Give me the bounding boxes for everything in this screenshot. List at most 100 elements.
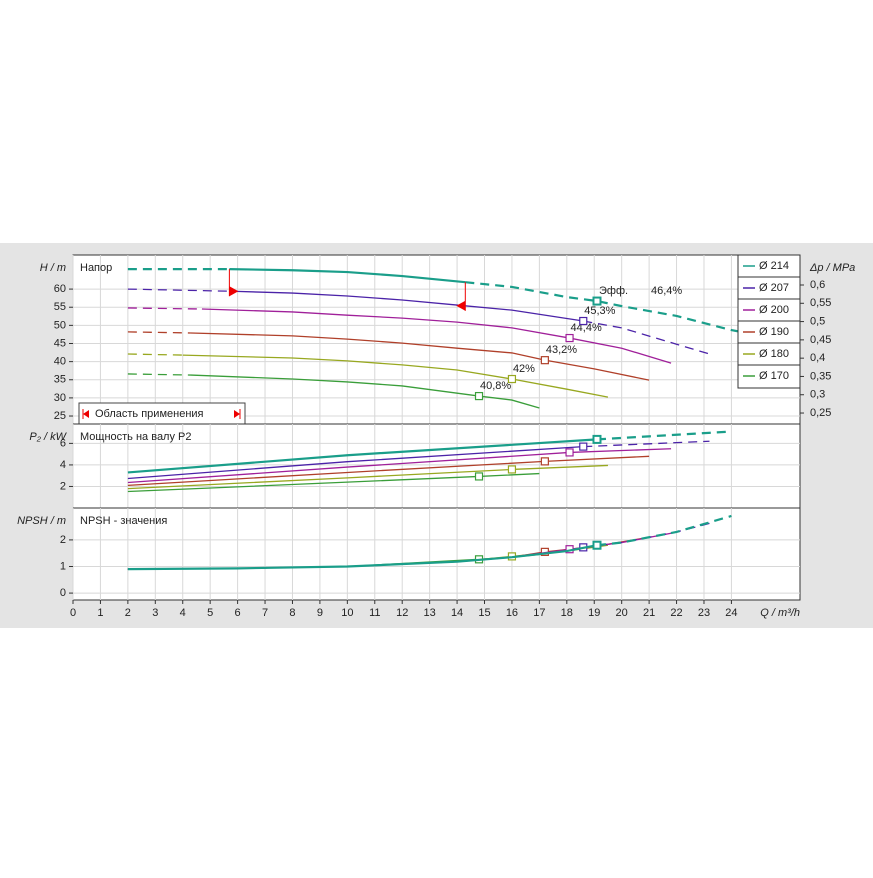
y2-tick-label: 0,6: [810, 279, 825, 291]
y-axis-label: NPSH / m: [17, 515, 66, 527]
duty-point: [540, 457, 549, 466]
x-tick-label: 21: [643, 607, 655, 619]
x-tick-label: 1: [97, 607, 103, 619]
range-arrow: [229, 286, 239, 297]
y2-tick-label: 0,35: [810, 370, 831, 382]
duty-point: [507, 374, 517, 384]
series-line: [127, 464, 608, 490]
y-axis-label: H / m: [40, 262, 66, 274]
x-tick-label: 5: [207, 607, 213, 619]
y-tick-label: 40: [54, 356, 66, 368]
duty-point: [507, 465, 517, 474]
series-line: [596, 514, 732, 547]
series-line: [127, 445, 584, 480]
series-line: [127, 472, 540, 493]
x-tick-label: 11: [369, 607, 380, 619]
duty-point: [592, 296, 602, 306]
x-tick-label: 0: [70, 607, 76, 619]
series-line: [127, 373, 191, 376]
series-line: [596, 430, 732, 441]
legend-label: Ø 214: [759, 260, 789, 272]
panel-title: NPSH - значения: [80, 515, 167, 527]
duty-point: [474, 391, 484, 401]
y-axis-label: P₂ / kW: [29, 431, 67, 443]
x-tick-label: 2: [125, 607, 131, 619]
efficiency-label: 46,4%: [651, 285, 682, 297]
x-tick-label: 15: [478, 607, 490, 619]
y2-tick-label: 0,55: [810, 297, 831, 309]
y-tick-label: 45: [54, 337, 66, 349]
duty-point: [540, 356, 549, 365]
y-tick-label: 4: [60, 459, 66, 471]
plot-area: [72, 254, 801, 601]
range-box-arrow: [234, 410, 240, 418]
series-line: [190, 374, 540, 409]
panel-title: Напор: [80, 262, 112, 274]
series-line: [127, 438, 598, 474]
series-line: [127, 353, 183, 356]
duty-point: [592, 540, 602, 550]
duty-point: [565, 333, 574, 343]
y-tick-label: 6: [60, 437, 66, 449]
y-tick-label: 1: [60, 560, 66, 572]
y-tick-label: 2: [60, 480, 66, 492]
x-tick-label: 22: [670, 607, 682, 619]
x-tick-label: 16: [506, 607, 518, 619]
range-box-arrow: [83, 410, 89, 418]
efficiency-label: 42%: [513, 363, 535, 375]
range-label: Область применения: [95, 408, 204, 420]
x-tick-label: 4: [180, 607, 186, 619]
x-tick-label: 20: [616, 607, 628, 619]
x-axis-label: Q / m³/h: [760, 607, 800, 619]
series-line: [465, 281, 795, 344]
x-tick-label: 23: [698, 607, 710, 619]
duty-point: [579, 316, 588, 326]
series-line: [127, 448, 672, 484]
duty-point: [592, 434, 602, 444]
y2-tick-label: 0,3: [810, 389, 825, 401]
y2-tick-label: 0,4: [810, 352, 825, 364]
series-line: [127, 307, 202, 310]
y2-axis-label: Δp / MPa: [809, 262, 855, 274]
y-tick-label: 25: [54, 410, 66, 422]
panel-title: Мощность на валу P2: [80, 431, 192, 443]
x-tick-label: 12: [396, 607, 408, 619]
x-tick-label: 14: [451, 607, 463, 619]
y2-tick-label: 0,5: [810, 315, 825, 327]
x-tick-label: 8: [289, 607, 295, 619]
duty-point: [579, 442, 588, 451]
x-tick-label: 3: [152, 607, 158, 619]
series-line: [583, 440, 710, 448]
x-tick-label: 18: [561, 607, 573, 619]
legend-label: Ø 180: [759, 348, 789, 360]
efficiency-label: 45,3%: [584, 305, 615, 317]
duty-point: [474, 472, 484, 481]
x-tick-label: 17: [533, 607, 545, 619]
legend-label: Ø 207: [759, 282, 789, 294]
legend-label: Ø 200: [759, 304, 789, 316]
efficiency-label: 40,8%: [480, 380, 511, 392]
y-tick-label: 50: [54, 319, 66, 331]
series-line: [127, 544, 598, 571]
x-tick-label: 13: [424, 607, 436, 619]
y2-tick-label: 0,45: [810, 334, 831, 346]
x-tick-label: 9: [317, 607, 323, 619]
series-line: [127, 331, 191, 334]
series-line: [127, 455, 650, 487]
y-tick-label: 55: [54, 301, 66, 313]
series-line: [127, 288, 233, 292]
range-arrow: [456, 300, 466, 311]
legend-label: Ø 190: [759, 326, 789, 338]
efficiency-prefix: Эфф.: [599, 285, 628, 297]
series-line: [232, 290, 584, 322]
y-tick-label: 30: [54, 392, 66, 404]
y-tick-label: 35: [54, 374, 66, 386]
x-tick-label: 10: [341, 607, 353, 619]
series-line: [182, 354, 609, 398]
series-line: [229, 268, 466, 284]
efficiency-label: 44,4%: [571, 322, 602, 334]
legend-label: Ø 170: [759, 370, 789, 382]
x-tick-label: 24: [725, 607, 737, 619]
y-tick-label: 60: [54, 283, 66, 295]
